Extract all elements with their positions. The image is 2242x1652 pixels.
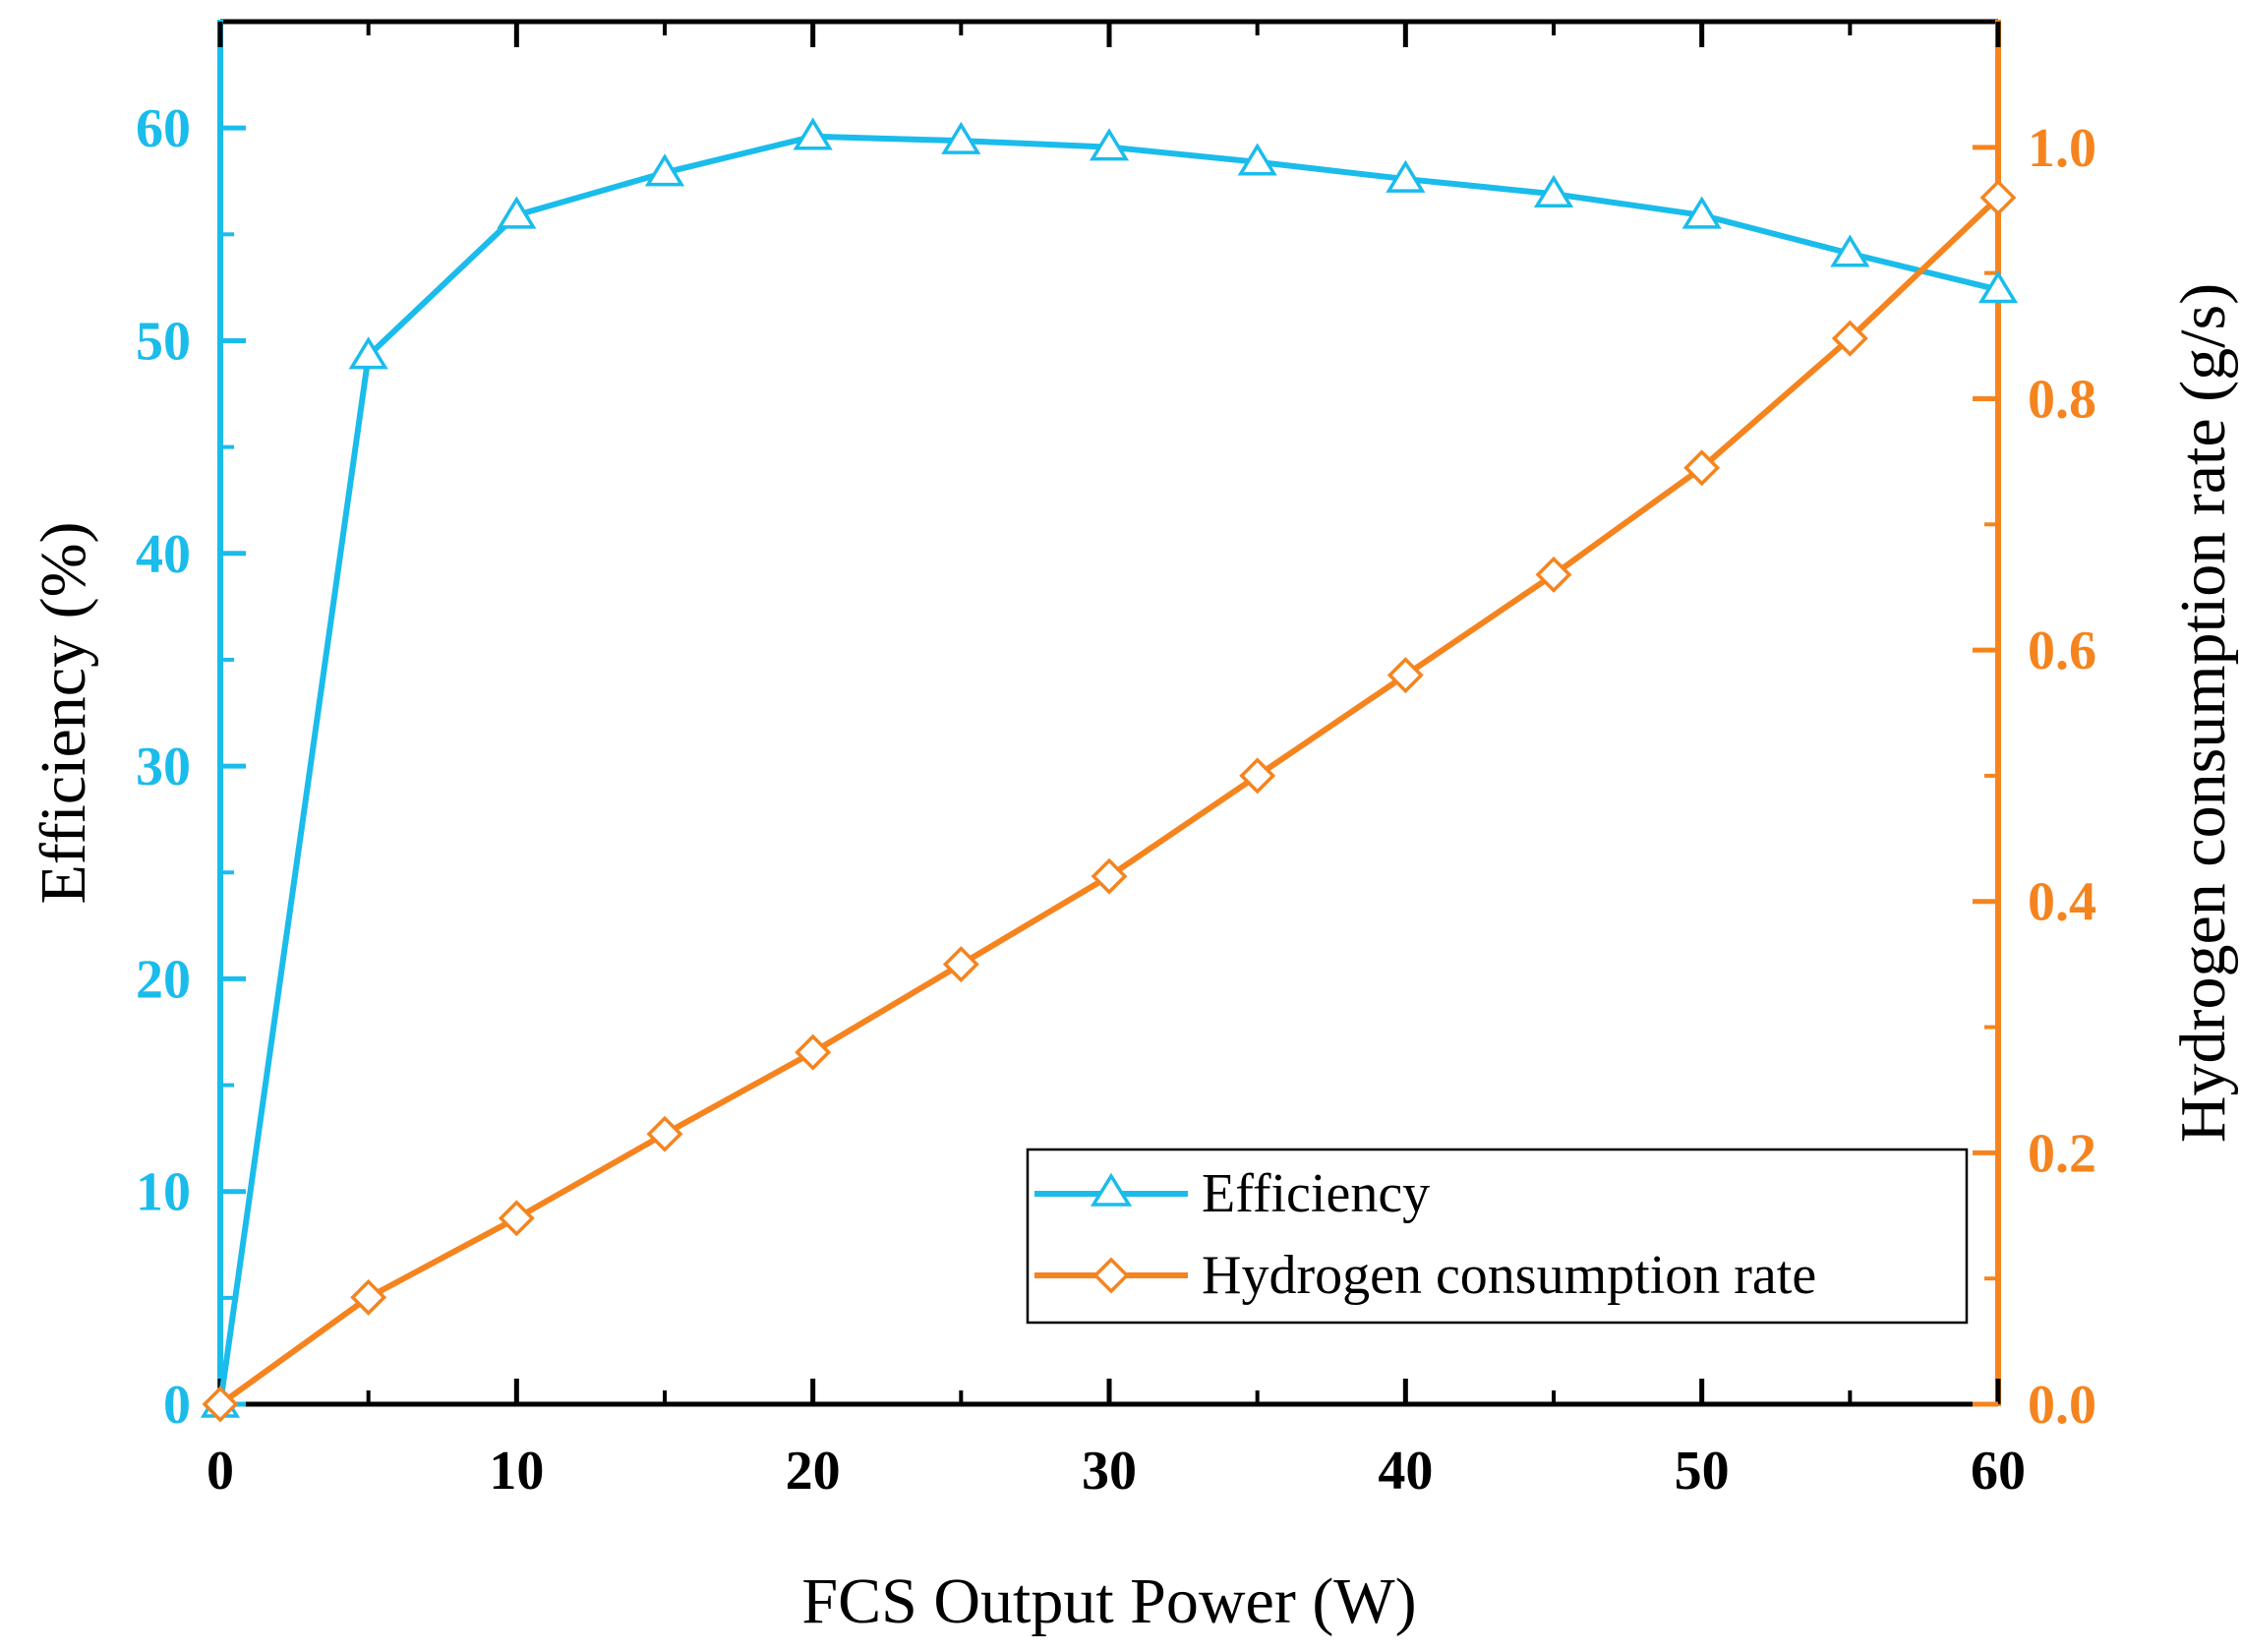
data-point xyxy=(1089,128,1130,161)
series-efficiency xyxy=(200,117,2019,1418)
y-left-tick-label: 10 xyxy=(136,1162,191,1223)
x-tick-label: 20 xyxy=(786,1441,841,1502)
y-left-tick-label: 40 xyxy=(136,524,191,585)
axes: 0 10 20 30 40 50 6001020304050600.00.20.40.60.… xyxy=(28,19,2239,1637)
data-point xyxy=(1239,757,1276,795)
y-left-axis-title: Efficiency (%) xyxy=(28,521,99,904)
data-point xyxy=(793,117,833,150)
series-layer xyxy=(200,117,2019,1423)
legend-box xyxy=(1026,1148,1969,1325)
data-point xyxy=(795,1033,832,1071)
data-point xyxy=(942,946,979,983)
data-point xyxy=(348,336,388,370)
legend-label-hydrogen: Hydrogen consumption rate xyxy=(1202,1245,1816,1306)
legend: Efficiency Hydrogen consumption rate xyxy=(1026,1148,1969,1325)
data-point xyxy=(646,1115,683,1152)
data-point xyxy=(202,1386,239,1423)
legend-marker-hydrogen xyxy=(1092,1257,1130,1294)
x-tick-label: 0 xyxy=(206,1441,234,1502)
x-tick-label: 30 xyxy=(1082,1441,1137,1502)
data-point xyxy=(941,121,981,154)
data-point xyxy=(1682,196,1722,229)
x-tick-label: 10 xyxy=(489,1441,544,1502)
data-point xyxy=(1533,174,1574,207)
data-point xyxy=(1237,143,1277,176)
y-left-tick-label: 0 xyxy=(163,1375,191,1436)
y-right-tick-label: 0.2 xyxy=(2028,1123,2096,1184)
y-right-tick-label: 0.6 xyxy=(2028,620,2096,681)
y-right-tick-label: 0.4 xyxy=(2028,872,2096,933)
y-right-tick-label: 0.0 xyxy=(2028,1375,2096,1436)
x-axis-title: FCS Output Power (W) xyxy=(801,1565,1416,1637)
data-point xyxy=(1091,857,1128,895)
data-point xyxy=(1386,657,1424,694)
legend-marker-efficiency xyxy=(1090,1172,1133,1207)
y-left-tick-label: 20 xyxy=(136,949,191,1010)
data-point xyxy=(644,153,685,187)
data-point xyxy=(498,1200,535,1237)
data-point xyxy=(1831,320,1868,357)
y-left-tick-label: 60 xyxy=(136,98,191,159)
y-left-tick-label: 30 xyxy=(136,737,191,797)
y-right-axis-title: Hydrogen consumption rate (g/s) xyxy=(2167,283,2239,1143)
data-point xyxy=(497,196,537,229)
y-right-tick-label: 0.8 xyxy=(2028,369,2096,430)
y-right-tick-label: 1.0 xyxy=(2028,118,2096,179)
x-tick-label: 50 xyxy=(1675,1441,1730,1502)
y-left-tick-label: 50 xyxy=(136,311,191,372)
x-tick-label: 60 xyxy=(1971,1441,2026,1502)
legend-label-efficiency: Efficiency xyxy=(1202,1163,1430,1224)
data-point xyxy=(1386,159,1426,193)
data-point xyxy=(1683,449,1721,487)
series-hydrogen-consumption-rate xyxy=(202,179,2017,1423)
x-tick-label: 40 xyxy=(1378,1441,1433,1502)
data-point xyxy=(1535,556,1572,593)
data-point xyxy=(350,1278,387,1316)
data-point xyxy=(1830,234,1870,267)
data-point xyxy=(1979,179,2017,216)
data-point xyxy=(1977,270,2019,304)
